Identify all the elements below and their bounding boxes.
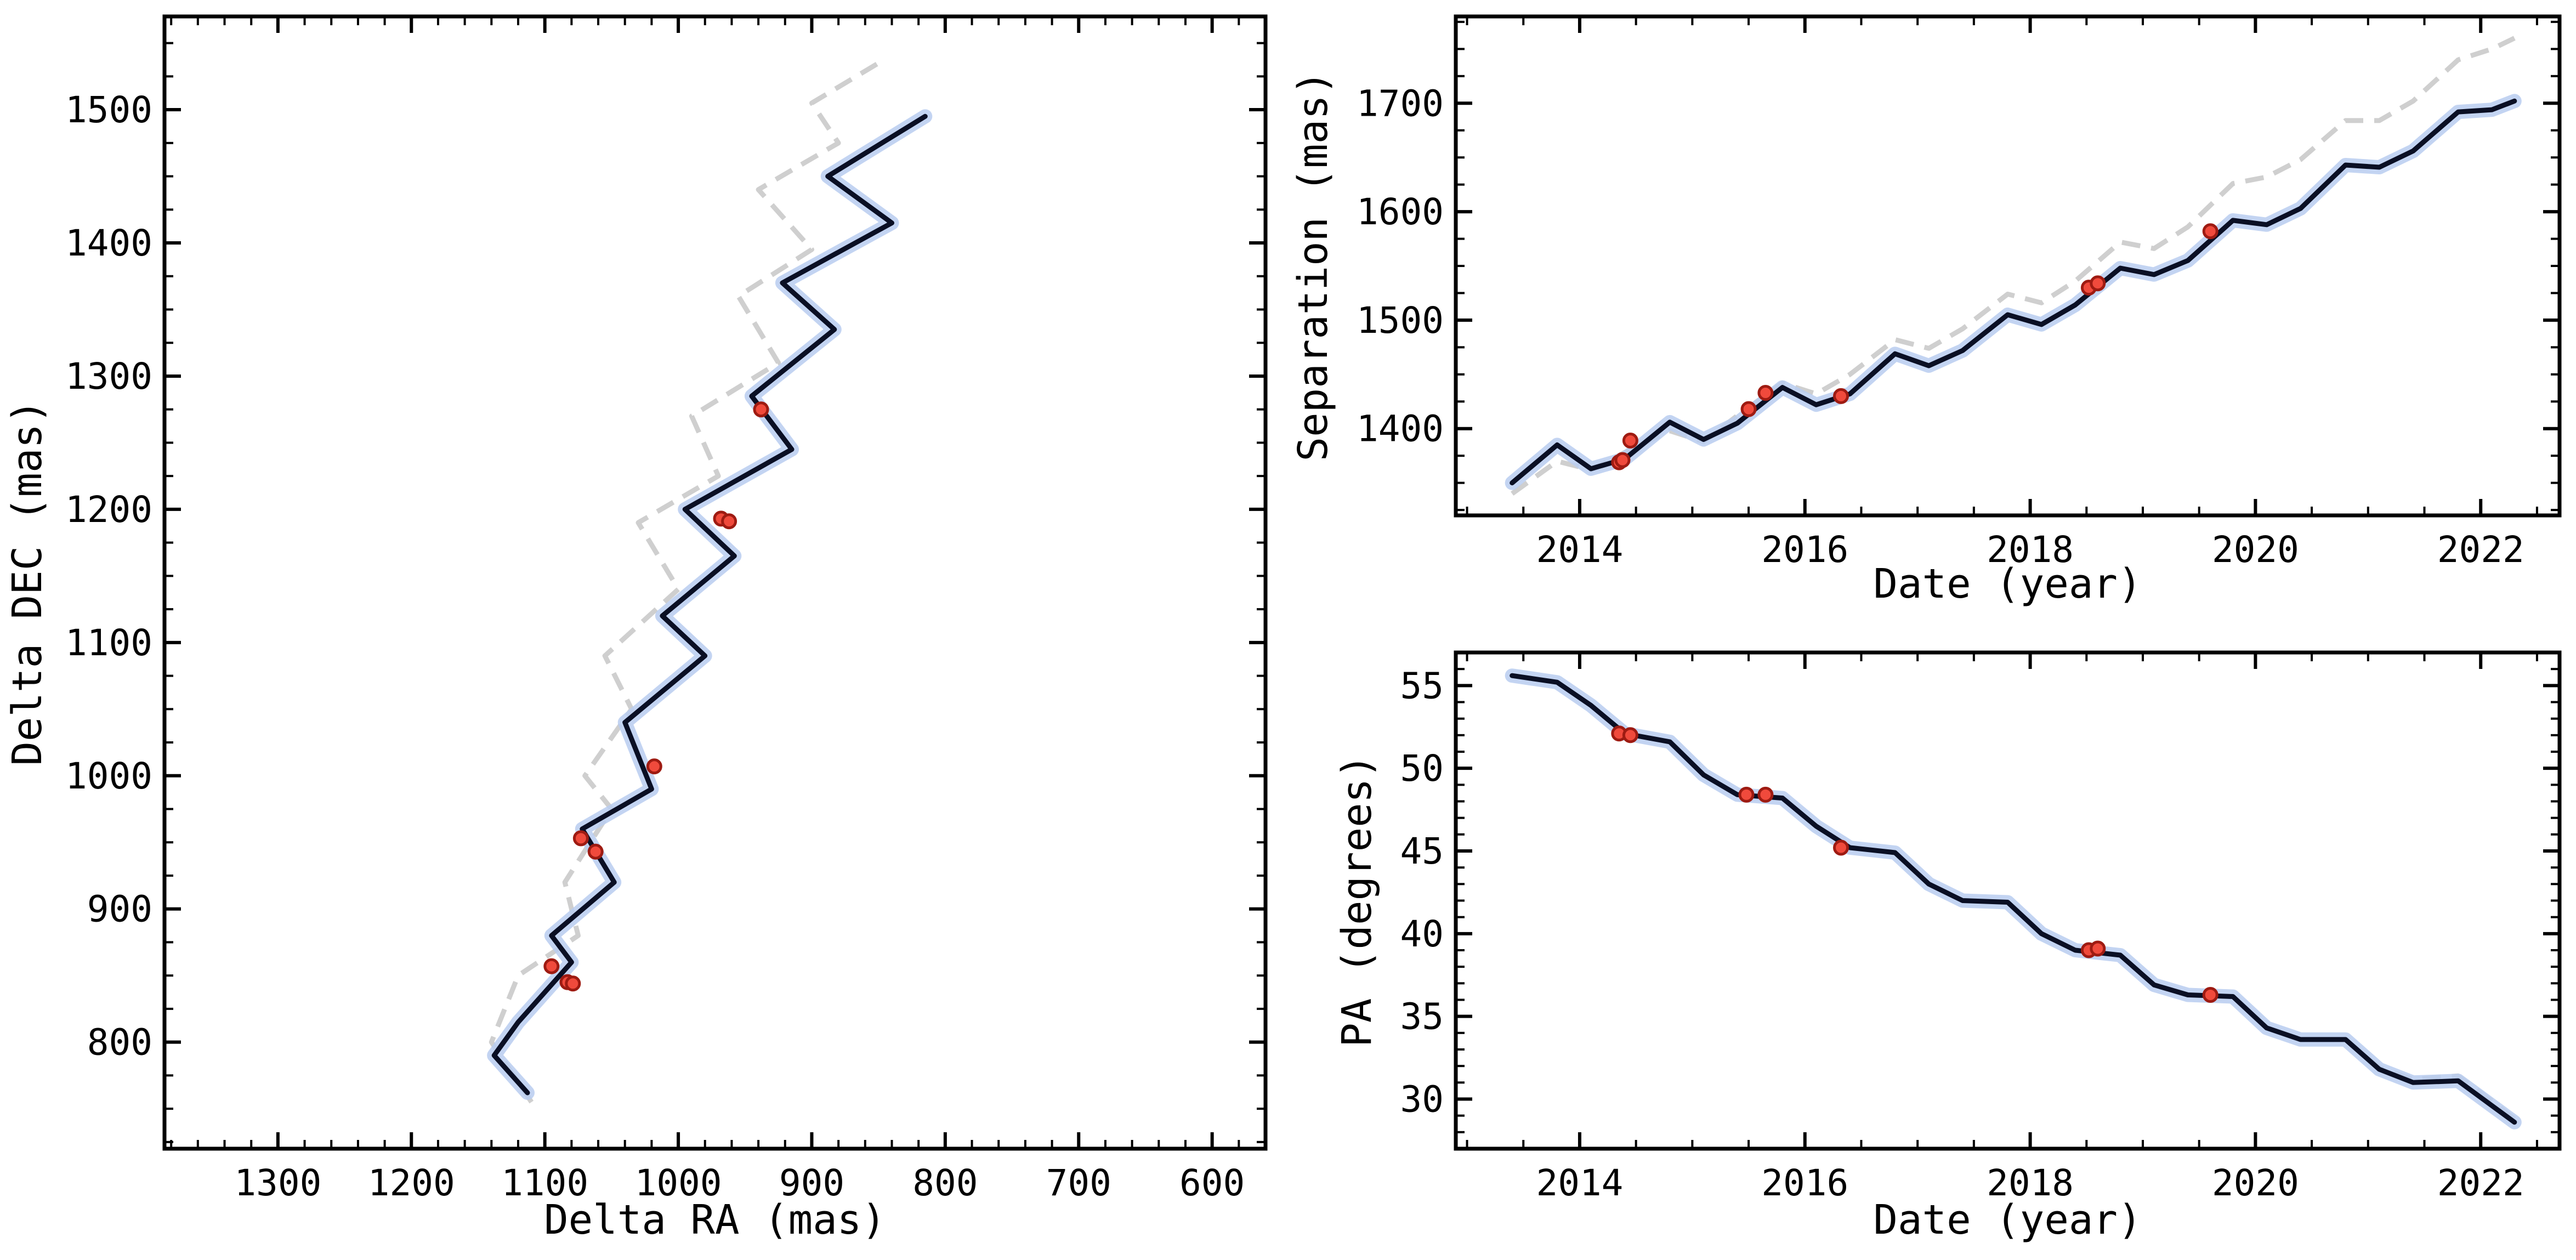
y-axis-title: Separation (mas) [1290, 71, 1337, 462]
x-tick-label: 2016 [1761, 1162, 1848, 1204]
separation-panel: 2014 2016 2018 2020 2022 1400 1500 1600 1700 Date… [1290, 14, 2562, 608]
x-tick-label: 800 [912, 1162, 978, 1204]
y-tick-label: 1600 [1357, 191, 1444, 233]
y-tick-label: 50 [1400, 747, 1444, 790]
x-tick-label: 2014 [1536, 529, 1623, 571]
axes-frame [162, 14, 1268, 1151]
y-tick-label: 35 [1400, 996, 1444, 1038]
x-tick-label: 2020 [2212, 529, 2299, 571]
observation-point [2090, 275, 2106, 292]
x-axis-title: Date (year) [1873, 1196, 2142, 1244]
observation-point [1833, 388, 1849, 404]
observation-point [1757, 385, 1774, 401]
sky-plane-panel: 1300 1200 1100 1000 900 800 700 600 800 900 1000 11… [4, 14, 1268, 1244]
observation-point [572, 830, 589, 847]
x-tick-label: 2018 [1987, 1162, 2074, 1204]
y-axis-title: PA (degrees) [1334, 754, 1381, 1047]
y-tick-label: 900 [87, 888, 152, 930]
y-tick-label: 55 [1400, 665, 1444, 707]
x-axis-title: Date (year) [1873, 560, 2142, 608]
model-orbit-line [1510, 673, 2517, 1125]
y-tick-label: 1700 [1357, 82, 1444, 124]
x-tick-label: 600 [1179, 1162, 1245, 1204]
x-tick-label: 2022 [2437, 529, 2524, 571]
observation-point [721, 513, 737, 530]
y-tick-label: 30 [1400, 1079, 1444, 1121]
y-tick-label: 1400 [65, 222, 152, 264]
observation-point [1833, 839, 1849, 856]
y-tick-label: 1500 [65, 89, 152, 131]
y-tick-label: 40 [1400, 913, 1444, 955]
observation-point [1740, 401, 1757, 417]
x-tick-label: 1000 [635, 1162, 722, 1204]
x-axis-title: Delta RA (mas) [544, 1196, 886, 1244]
x-tick-label: 2020 [2212, 1162, 2299, 1204]
y-tick-label: 800 [87, 1021, 152, 1064]
x-tick-label: 900 [779, 1162, 844, 1204]
y-tick-label: 1100 [65, 622, 152, 664]
observation-point [646, 758, 662, 775]
observation-point [1738, 786, 1755, 803]
observation-point [2202, 987, 2218, 1003]
observation-point [1622, 433, 1638, 449]
y-tick-label: 1400 [1357, 408, 1444, 450]
observation-point [2090, 940, 2106, 957]
x-tick-label: 1300 [234, 1162, 321, 1204]
x-tick-label: 1100 [501, 1162, 588, 1204]
y-tick-label: 1200 [65, 489, 152, 531]
observation-point [565, 975, 581, 992]
x-tick-label: 2016 [1761, 529, 1848, 571]
x-tick-label: 700 [1046, 1162, 1111, 1204]
x-tick-label: 2014 [1536, 1162, 1623, 1204]
y-axis-title: Delta DEC (mas) [4, 399, 51, 765]
observation-point [753, 401, 769, 418]
x-tick-label: 2018 [1987, 529, 2074, 571]
model-orbit-line [1510, 98, 2517, 486]
x-tick-label: 1200 [368, 1162, 455, 1204]
position-angle-panel: 2014 2016 2018 2020 2022 30 35 40 45 50 55 Date (ye… [1334, 650, 2562, 1244]
y-tick-label: 45 [1400, 830, 1444, 872]
reference-dashed-line [489, 61, 880, 1104]
y-tick-label: 1500 [1357, 299, 1444, 342]
observation-point [1614, 452, 1631, 468]
observation-point [543, 958, 560, 974]
x-tick-label: 2022 [2437, 1162, 2524, 1204]
observation-point [1622, 727, 1638, 743]
y-tick-label: 1300 [65, 355, 152, 398]
observation-point [2202, 223, 2218, 240]
observation-point [1757, 786, 1774, 803]
model-orbit-line [491, 113, 928, 1096]
y-tick-label: 1000 [65, 755, 152, 797]
observation-point [587, 843, 604, 860]
